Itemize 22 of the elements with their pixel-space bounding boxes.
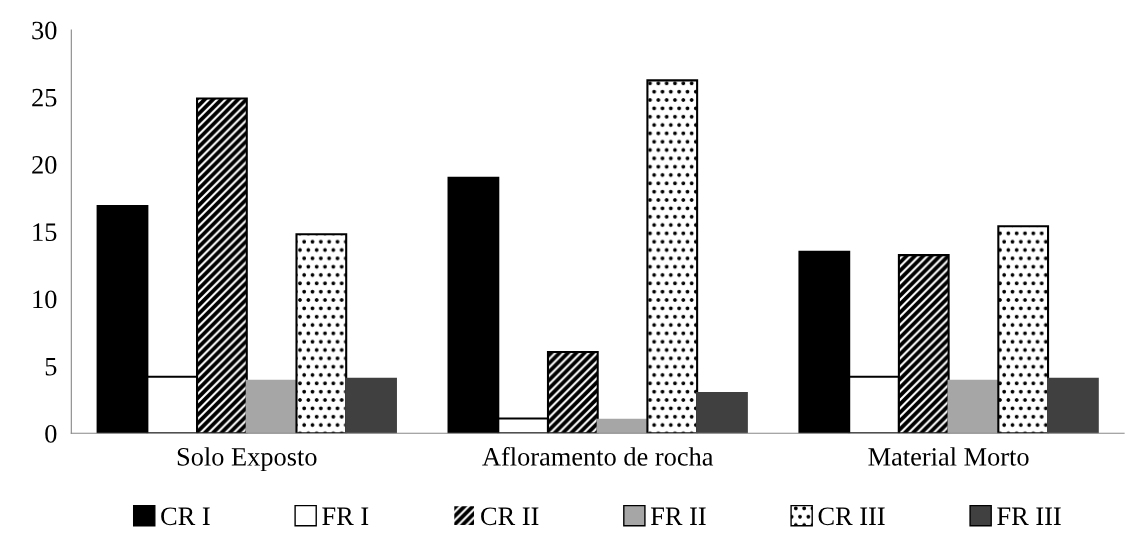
bar — [345, 377, 397, 434]
y-tick-label: 15 — [33, 223, 57, 242]
x-tick-label: Solo Exposto — [177, 447, 317, 472]
y-tick-label: 25 — [32, 88, 57, 107]
bar — [245, 379, 298, 434]
legend-label: FR I — [322, 507, 369, 525]
x-tick-label: Material Morto — [868, 447, 1029, 466]
y-tick-label: 30 — [32, 21, 57, 40]
x-tick-label: Afloramento de rocha — [482, 446, 714, 466]
y-tick-label: 5 — [45, 357, 57, 376]
bar — [1047, 377, 1099, 434]
legend-label: FR II — [650, 507, 706, 525]
bar — [696, 391, 748, 434]
legend-label: FR III — [997, 507, 1061, 525]
legend-label: CR III — [818, 507, 885, 526]
y-tick-label: 10 — [33, 290, 57, 309]
legend-label: CR I — [161, 507, 210, 526]
legend-label: CR II — [481, 507, 539, 526]
y-tick-label: 0 — [45, 424, 57, 443]
y-tick-label: 20 — [32, 156, 57, 174]
bar — [596, 418, 649, 434]
bar — [947, 379, 1000, 434]
